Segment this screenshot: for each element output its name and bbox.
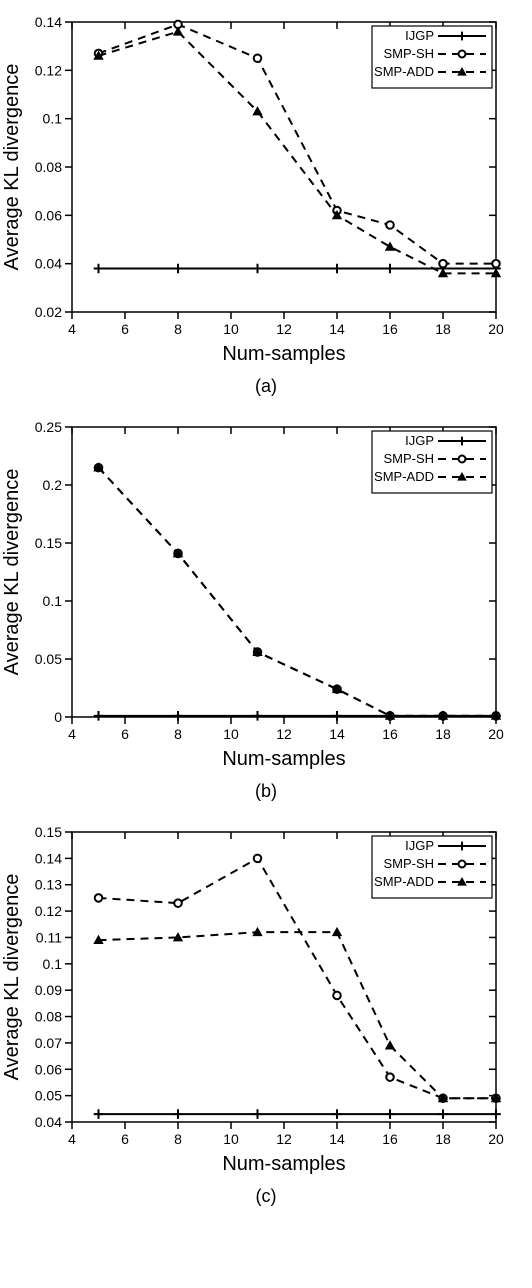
x-axis-label: Num-samples (222, 748, 345, 770)
ytick-label: 0.11 (36, 929, 62, 945)
xtick-label: 6 (121, 1131, 129, 1147)
xtick-label: 6 (121, 726, 129, 742)
ytick-label: 0.1 (43, 593, 63, 609)
xtick-label: 18 (435, 1131, 451, 1147)
xtick-label: 12 (276, 321, 292, 337)
ytick-label: 0.07 (35, 1035, 62, 1051)
ytick-label: 0.2 (43, 477, 63, 493)
y-axis-label: Average KL divergence (1, 469, 23, 676)
xtick-label: 4 (68, 1131, 76, 1147)
ytick-label: 0.15 (35, 535, 62, 551)
ytick-label: 0.04 (35, 1114, 62, 1130)
ytick-label: 0.08 (35, 159, 62, 175)
legend-label: SMP-ADD (374, 469, 434, 484)
xtick-label: 20 (488, 1131, 504, 1147)
panel-a: 4 6 8 10 12 14 16 18 20 0.02 0.04 0.06 0.08 0.1 0.12 0.… (0, 10, 532, 397)
xtick-label: 10 (223, 726, 239, 742)
sub-caption-a: (a) (0, 376, 532, 397)
ytick-label: 0.08 (35, 1009, 62, 1025)
xtick-label: 14 (329, 726, 345, 742)
legend-label: SMP-SH (383, 46, 434, 61)
ytick-label: 0.1 (43, 111, 63, 127)
ytick-label: 0.04 (35, 256, 62, 272)
legend-label: SMP-ADD (374, 874, 434, 889)
ytick-label: 0.05 (35, 651, 62, 667)
xtick-label: 10 (223, 321, 239, 337)
legend-label: SMP-SH (383, 856, 434, 871)
ytick-label: 0.1 (43, 956, 63, 972)
ytick-label: 0.06 (35, 207, 62, 223)
xtick-label: 4 (68, 321, 76, 337)
x-axis-label: Num-samples (222, 1153, 345, 1175)
xtick-label: 14 (329, 321, 345, 337)
ytick-label: 0.06 (35, 1061, 62, 1077)
xtick-label: 12 (276, 1131, 292, 1147)
ytick-label: 0.14 (35, 14, 62, 30)
legend-label: IJGP (405, 433, 434, 448)
xtick-label: 14 (329, 1131, 345, 1147)
chart-a: 4 6 8 10 12 14 16 18 20 0.02 0.04 0.06 0.08 0.1 0.12 0.… (0, 10, 510, 370)
xtick-label: 18 (435, 321, 451, 337)
xtick-label: 20 (488, 726, 504, 742)
panel-c: 4 6 8 10 12 14 16 18 20 0.04 0.05 0.06 0.07 0.08 0.09 0… (0, 820, 532, 1207)
xtick-label: 16 (382, 1131, 398, 1147)
sub-caption-c: (c) (0, 1186, 532, 1207)
y-axis-label: Average KL divergence (1, 874, 23, 1081)
ytick-label: 0.13 (35, 877, 62, 893)
ytick-label: 0.05 (35, 1088, 62, 1104)
xtick-label: 18 (435, 726, 451, 742)
figure-container: 4 6 8 10 12 14 16 18 20 0.02 0.04 0.06 0.08 0.1 0.12 0.… (0, 0, 532, 1235)
xtick-label: 8 (174, 321, 182, 337)
sub-caption-b: (b) (0, 781, 532, 802)
ytick-label: 0.12 (35, 62, 62, 78)
xtick-label: 12 (276, 726, 292, 742)
x-axis-label: Num-samples (222, 343, 345, 365)
ytick-label: 0.09 (35, 982, 62, 998)
ytick-label: 0 (54, 709, 62, 725)
chart-c: 4 6 8 10 12 14 16 18 20 0.04 0.05 0.06 0.07 0.08 0.09 0… (0, 820, 510, 1180)
panel-b: 4 6 8 10 12 14 16 18 20 0 0.05 0.1 0.15 0.2 0.25 Num-sa… (0, 415, 532, 802)
xtick-label: 6 (121, 321, 129, 337)
xtick-label: 8 (174, 726, 182, 742)
chart-b: 4 6 8 10 12 14 16 18 20 0 0.05 0.1 0.15 0.2 0.25 Num-sa… (0, 415, 510, 775)
xtick-label: 8 (174, 1131, 182, 1147)
ytick-label: 0.25 (35, 419, 62, 435)
ytick-label: 0.14 (35, 850, 62, 866)
ytick-label: 0.15 (35, 824, 62, 840)
xtick-label: 16 (382, 726, 398, 742)
xtick-label: 10 (223, 1131, 239, 1147)
legend-label: IJGP (405, 28, 434, 43)
legend-label: IJGP (405, 838, 434, 853)
xtick-label: 4 (68, 726, 76, 742)
xtick-label: 20 (488, 321, 504, 337)
xtick-label: 16 (382, 321, 398, 337)
ytick-label: 0.02 (35, 304, 62, 320)
y-axis-label: Average KL divergence (1, 64, 23, 271)
legend-label: SMP-SH (383, 451, 434, 466)
ytick-label: 0.12 (35, 903, 62, 919)
legend-label: SMP-ADD (374, 64, 434, 79)
